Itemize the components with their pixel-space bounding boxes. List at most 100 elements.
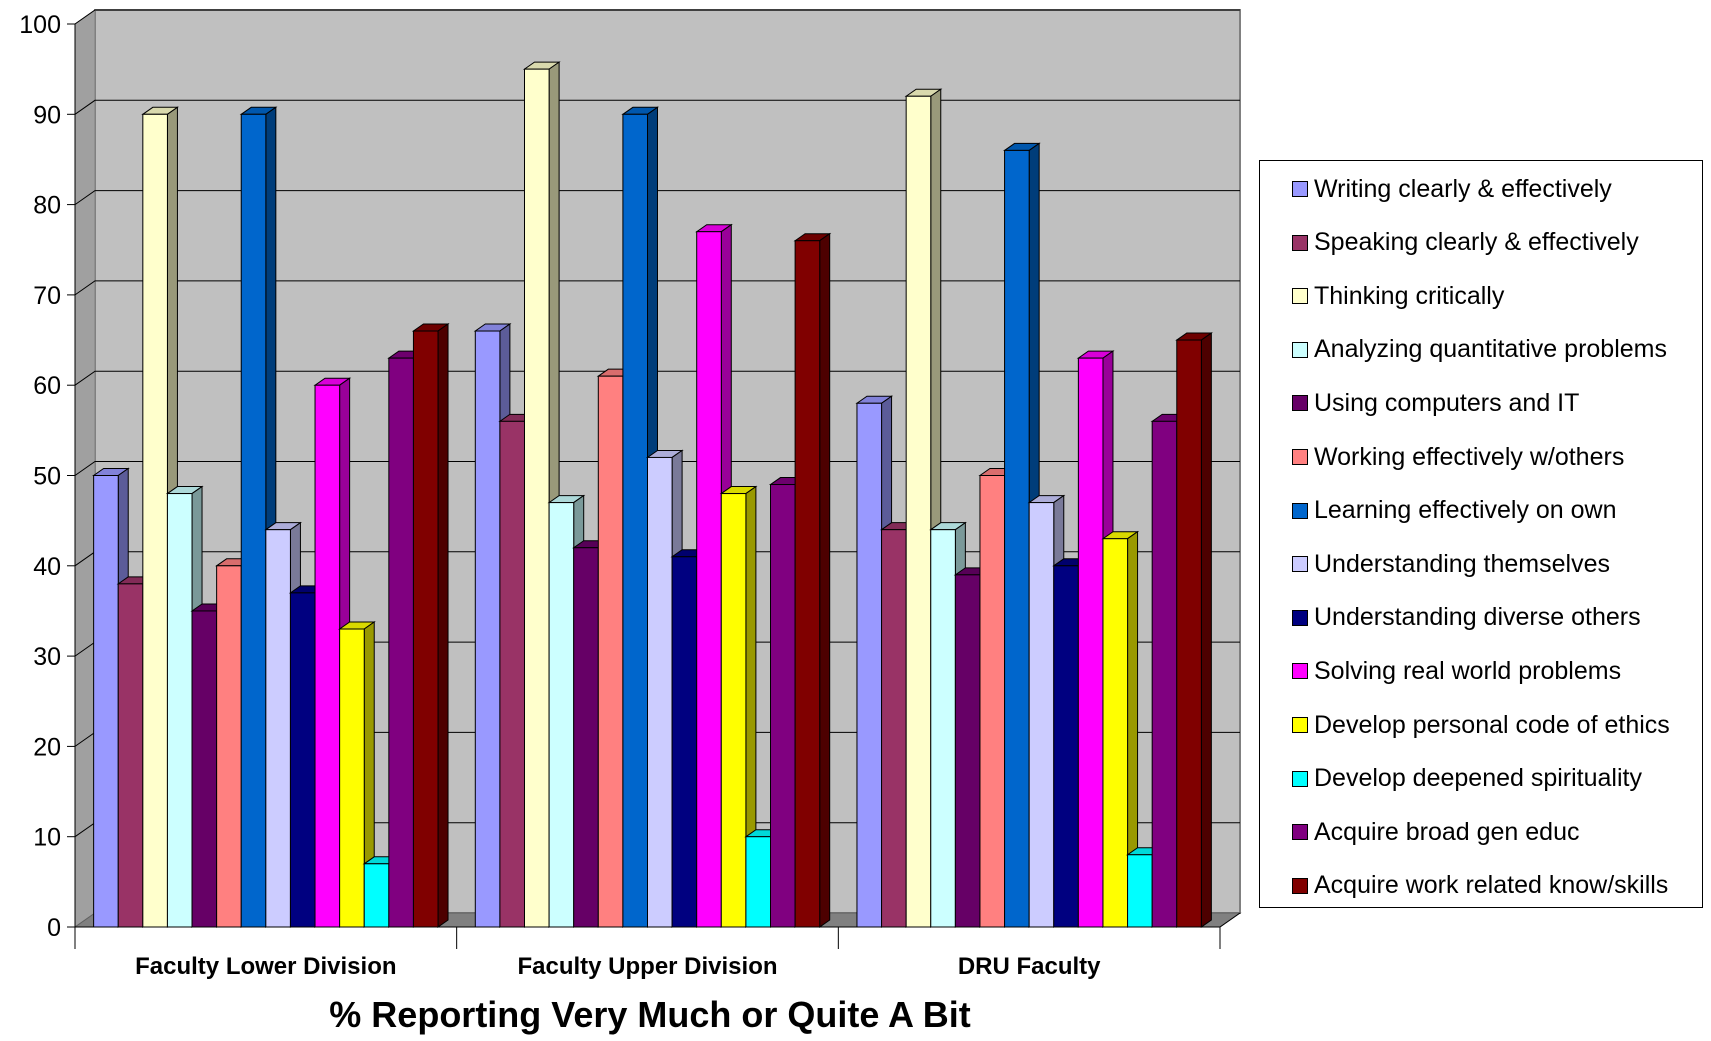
- bar-front: [1102, 538, 1129, 928]
- gridline: [74, 190, 1240, 206]
- bar-front: [671, 556, 698, 928]
- bar-front: [289, 592, 316, 928]
- bar: [239, 106, 278, 928]
- legend-swatch: [1292, 341, 1308, 358]
- bar: [1175, 332, 1213, 928]
- x-axis-depth: [1219, 912, 1241, 928]
- bar-front: [240, 113, 267, 928]
- x-category-label: Faculty Lower Division: [135, 953, 396, 980]
- bar-front: [388, 357, 414, 928]
- legend-swatch: [1292, 663, 1308, 680]
- bar-front: [597, 375, 624, 928]
- y-tick-label: 60: [33, 372, 61, 400]
- legend-label: Develop personal code of ethics: [1314, 710, 1670, 739]
- legend-swatch: [1292, 449, 1308, 465]
- y-tick-label: 100: [19, 11, 61, 39]
- bar-front: [474, 330, 501, 928]
- legend-swatch: [1292, 395, 1308, 412]
- bar-front: [696, 231, 722, 928]
- legend-swatch: [1292, 502, 1308, 519]
- y-tick-label: 10: [33, 824, 61, 852]
- bar-front: [856, 402, 883, 928]
- legend-swatch: [1292, 234, 1308, 251]
- bar-side: [437, 323, 449, 928]
- legend-label: Writing clearly & effectively: [1314, 174, 1612, 203]
- legend-swatch: [1292, 770, 1308, 787]
- bar-front: [142, 113, 168, 928]
- bar-front: [905, 95, 932, 928]
- legend-item: Speaking clearly & effectively: [1260, 216, 1639, 270]
- bar-front: [794, 240, 821, 928]
- legend-swatch: [1292, 556, 1308, 573]
- legend-label: Thinking critically: [1314, 281, 1505, 310]
- legend-label: Understanding diverse others: [1314, 603, 1641, 632]
- legend-item: Develop personal code of ethics: [1260, 698, 1670, 752]
- bar-front: [265, 529, 291, 928]
- bar-side: [1200, 332, 1212, 928]
- legend-label: Learning effectively on own: [1314, 496, 1617, 525]
- bar-front: [412, 330, 439, 928]
- legend-item: Develop deepened spirituality: [1260, 752, 1642, 806]
- legend-item: Thinking critically: [1260, 269, 1504, 323]
- y-tick-label: 20: [33, 733, 61, 761]
- legend-label: Working effectively w/others: [1314, 442, 1625, 471]
- bar-front: [720, 493, 747, 928]
- bar-front: [339, 628, 365, 928]
- bar: [1101, 530, 1140, 928]
- gridline: [74, 280, 1240, 296]
- legend-label: Understanding themselves: [1314, 549, 1610, 578]
- y-tick-label: 80: [33, 192, 61, 220]
- y-tick-label: 50: [33, 463, 61, 491]
- bar-front: [622, 113, 649, 928]
- legend-item: Solving real world problems: [1260, 644, 1621, 698]
- bar-side: [819, 232, 831, 928]
- legend-label: Speaking clearly & effectively: [1314, 228, 1639, 257]
- bar-front: [573, 547, 599, 928]
- y-tick-label: 70: [33, 282, 61, 310]
- bar-front: [1176, 339, 1202, 928]
- y-tick-label: 0: [47, 914, 61, 942]
- legend: Writing clearly & effectively Speaking cl…: [1259, 160, 1703, 908]
- x-category-label: DRU Faculty: [958, 953, 1101, 980]
- bar-front: [954, 574, 981, 928]
- legend-swatch: [1292, 609, 1308, 626]
- bar-front: [647, 456, 673, 928]
- legend-item: Analyzing quantitative problems: [1260, 323, 1667, 377]
- bar-front: [117, 583, 144, 928]
- bar-front: [1127, 854, 1153, 928]
- legend-label: Develop deepened spirituality: [1314, 764, 1642, 793]
- legend-label: Using computers and IT: [1314, 388, 1580, 417]
- x-category-label: Faculty Upper Division: [517, 953, 777, 980]
- legend-label: Acquire broad gen educ: [1314, 817, 1580, 846]
- y-tick-label: 90: [33, 101, 61, 129]
- legend-label: Analyzing quantitative problems: [1314, 335, 1667, 364]
- bar-front: [216, 565, 242, 928]
- bar-front: [524, 68, 550, 928]
- bars: [92, 61, 1213, 928]
- legend-item: Using computers and IT: [1260, 376, 1579, 430]
- y-tick-label: 30: [33, 643, 61, 671]
- bar: [793, 232, 832, 928]
- legend-item: Understanding themselves: [1260, 537, 1610, 591]
- gridline: [74, 99, 1240, 115]
- axes: 0 10 20 30 40 50 60 70 80 90 100 Faculty Lower Divi…: [19, 11, 1241, 980]
- bar: [165, 485, 204, 928]
- gridline: [74, 9, 1240, 25]
- gridline: [74, 370, 1240, 386]
- legend-label: Solving real world problems: [1314, 656, 1622, 685]
- bar-front: [166, 493, 193, 928]
- bar-front: [548, 502, 575, 928]
- legend-item: Acquire broad gen educ: [1260, 805, 1579, 859]
- legend-swatch: [1292, 181, 1308, 197]
- bar-front: [363, 863, 390, 928]
- bar: [719, 485, 758, 928]
- bar-front: [1004, 149, 1030, 928]
- bar-front: [191, 610, 218, 928]
- bar-front: [1077, 357, 1104, 928]
- bar-front: [930, 529, 956, 928]
- bar-front: [314, 384, 341, 928]
- legend-swatch: [1292, 877, 1308, 894]
- legend-item: Understanding diverse others: [1260, 591, 1641, 645]
